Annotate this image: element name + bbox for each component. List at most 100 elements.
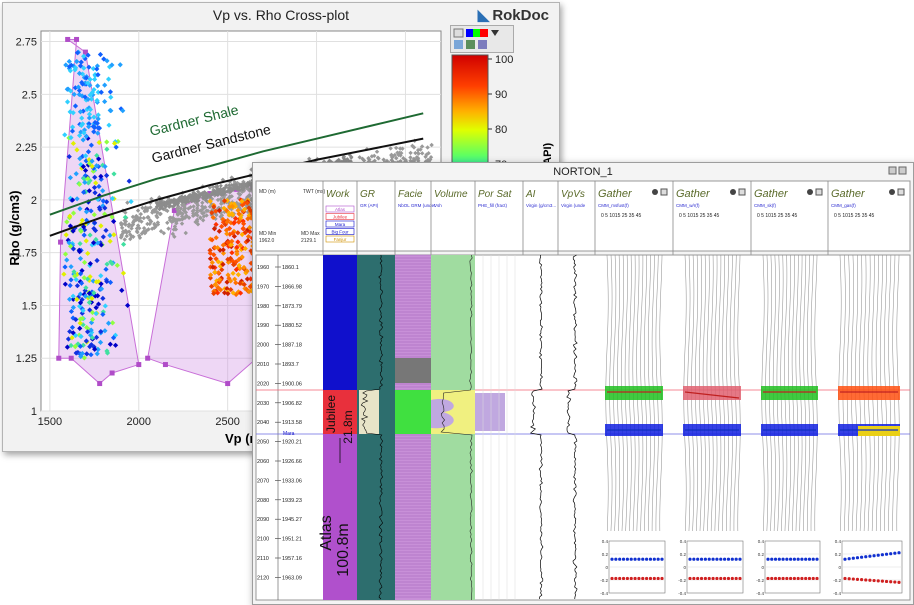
avo-point-top [766, 557, 770, 561]
avo-point-base [641, 576, 645, 581]
settings-icon[interactable] [453, 28, 464, 38]
window-controls[interactable] [888, 166, 907, 175]
avo-point-base [868, 578, 872, 582]
cloud-point [198, 215, 203, 221]
colored-point [208, 283, 215, 289]
polygon-vertex[interactable] [56, 355, 62, 361]
colorbar-tick-label: 80 [495, 124, 507, 136]
track-title[interactable]: Work [326, 189, 350, 200]
colored-point [231, 219, 237, 226]
avo-point-base [884, 579, 889, 584]
gather-expand-icon[interactable] [660, 188, 668, 196]
colored-point [64, 86, 70, 92]
avo-point-base [656, 576, 660, 581]
polygon-vertex[interactable] [65, 36, 71, 42]
colored-point [226, 212, 232, 218]
colored-point [77, 325, 83, 331]
minimize-icon[interactable] [888, 166, 897, 175]
colored-point [100, 188, 106, 194]
gather-oil[interactable]: 0.4 0.2 0 -0.2 -0.4 [678, 254, 744, 596]
gather-gas[interactable]: 0.4 0.2 0 -0.2 -0.4 [833, 254, 903, 596]
colored-point [73, 277, 79, 283]
polygon-vertex[interactable] [145, 355, 151, 361]
gather-settings-icon[interactable] [652, 189, 658, 195]
gather-expand-icon[interactable] [815, 188, 823, 196]
track-title[interactable]: Gather [754, 188, 789, 200]
polygon-vertex[interactable] [82, 49, 88, 55]
track-title[interactable]: Gather [598, 188, 633, 200]
cloud-point [201, 196, 206, 201]
close-icon[interactable] [898, 166, 907, 175]
zone-block-mara[interactable] [323, 255, 357, 390]
colored-point [220, 250, 227, 256]
gather-brine[interactable]: 0.4 0.2 0 -0.2 -0.4 [600, 254, 666, 596]
zoom-icon[interactable] [454, 40, 463, 49]
well-log-window[interactable]: NORTON_1 MD (m) TWT (ms) MD Min 1962.0 M… [252, 162, 914, 605]
polygon-vertex[interactable] [136, 362, 142, 368]
colored-point [69, 324, 76, 331]
gather-expand-icon[interactable] [897, 188, 905, 196]
zone-block-jubilee[interactable] [323, 390, 357, 434]
cloud-point [428, 155, 434, 160]
cloud-point [146, 227, 151, 232]
gather-angle-axis: 0 5 1015 25 35 45 [601, 213, 642, 219]
colored-point [228, 286, 234, 293]
track-title[interactable]: Gather [831, 188, 866, 200]
polygon-vertex[interactable] [225, 381, 231, 387]
track-title[interactable]: GR [360, 189, 375, 200]
track-title[interactable]: Volume [434, 189, 468, 200]
colored-point [100, 295, 106, 302]
colored-point [79, 115, 85, 121]
polygon-vertex[interactable] [171, 207, 177, 213]
colored-point [76, 247, 82, 253]
gather-settings-icon[interactable] [889, 189, 895, 195]
depth-track: 1960 1860.1 1970 1866.98 1980 1873.79 1990 1880… [257, 255, 302, 600]
avo-point-top [652, 557, 656, 561]
grid-icon[interactable] [466, 40, 475, 49]
polygon-vertex[interactable] [68, 355, 74, 361]
md-depth-label: 2120 [257, 575, 269, 581]
avo-point-top [688, 557, 692, 561]
polygon-vertex[interactable] [74, 36, 80, 42]
colored-point [237, 280, 243, 286]
md-depth-label: 2060 [257, 459, 269, 465]
track-title[interactable]: Facie [398, 189, 423, 200]
gather-settings-icon[interactable] [730, 189, 736, 195]
twt-depth-label: 1887.18 [282, 343, 302, 349]
avo-point-top [707, 557, 711, 561]
colored-point [84, 351, 90, 357]
colored-point [111, 171, 117, 177]
colored-point [83, 238, 89, 244]
colored-point [229, 238, 235, 244]
colored-point [245, 233, 252, 240]
twt-depth-label: 1951.21 [282, 537, 302, 543]
track-title[interactable]: Por Sat [478, 189, 513, 200]
colored-point [73, 316, 79, 323]
colored-point [71, 269, 77, 275]
colormap-icons[interactable] [451, 26, 513, 52]
layers-icon[interactable] [478, 40, 487, 49]
avo-point-top [726, 557, 731, 561]
colored-point [242, 245, 248, 252]
track-title[interactable]: Gather [676, 188, 711, 200]
log-tracks[interactable]: 0.4 0.2 0 -0.2 -0.4 0.4 0.2 0 -0.2 -0.4 0.4 0.2 0 -0.… [256, 254, 910, 601]
polygon-vertex[interactable] [58, 239, 64, 245]
colored-point [83, 285, 89, 291]
colorbar-toolbar[interactable] [450, 25, 514, 53]
well-log-panel[interactable]: MD (m) TWT (ms) MD Min 1962.0 MD Max 212… [253, 163, 913, 604]
colorbar[interactable] [451, 54, 489, 181]
track-title[interactable]: AI [525, 189, 536, 200]
gather-settings-icon[interactable] [807, 189, 813, 195]
dropdown-icon[interactable] [491, 30, 499, 36]
gather-expand-icon[interactable] [738, 188, 746, 196]
cloud-point [158, 199, 163, 204]
cloud-point [207, 204, 213, 209]
polygon-vertex[interactable] [109, 370, 115, 376]
polygon-vertex[interactable] [162, 362, 168, 368]
track-title[interactable]: VpVs [561, 189, 585, 200]
gather-oil-2[interactable]: 0.4 0.2 0 -0.2 -0.4 [756, 254, 821, 596]
avo-point-top [648, 557, 653, 561]
avo-point-base [796, 576, 800, 581]
polygon-vertex[interactable] [97, 381, 103, 387]
colored-point [236, 256, 242, 263]
